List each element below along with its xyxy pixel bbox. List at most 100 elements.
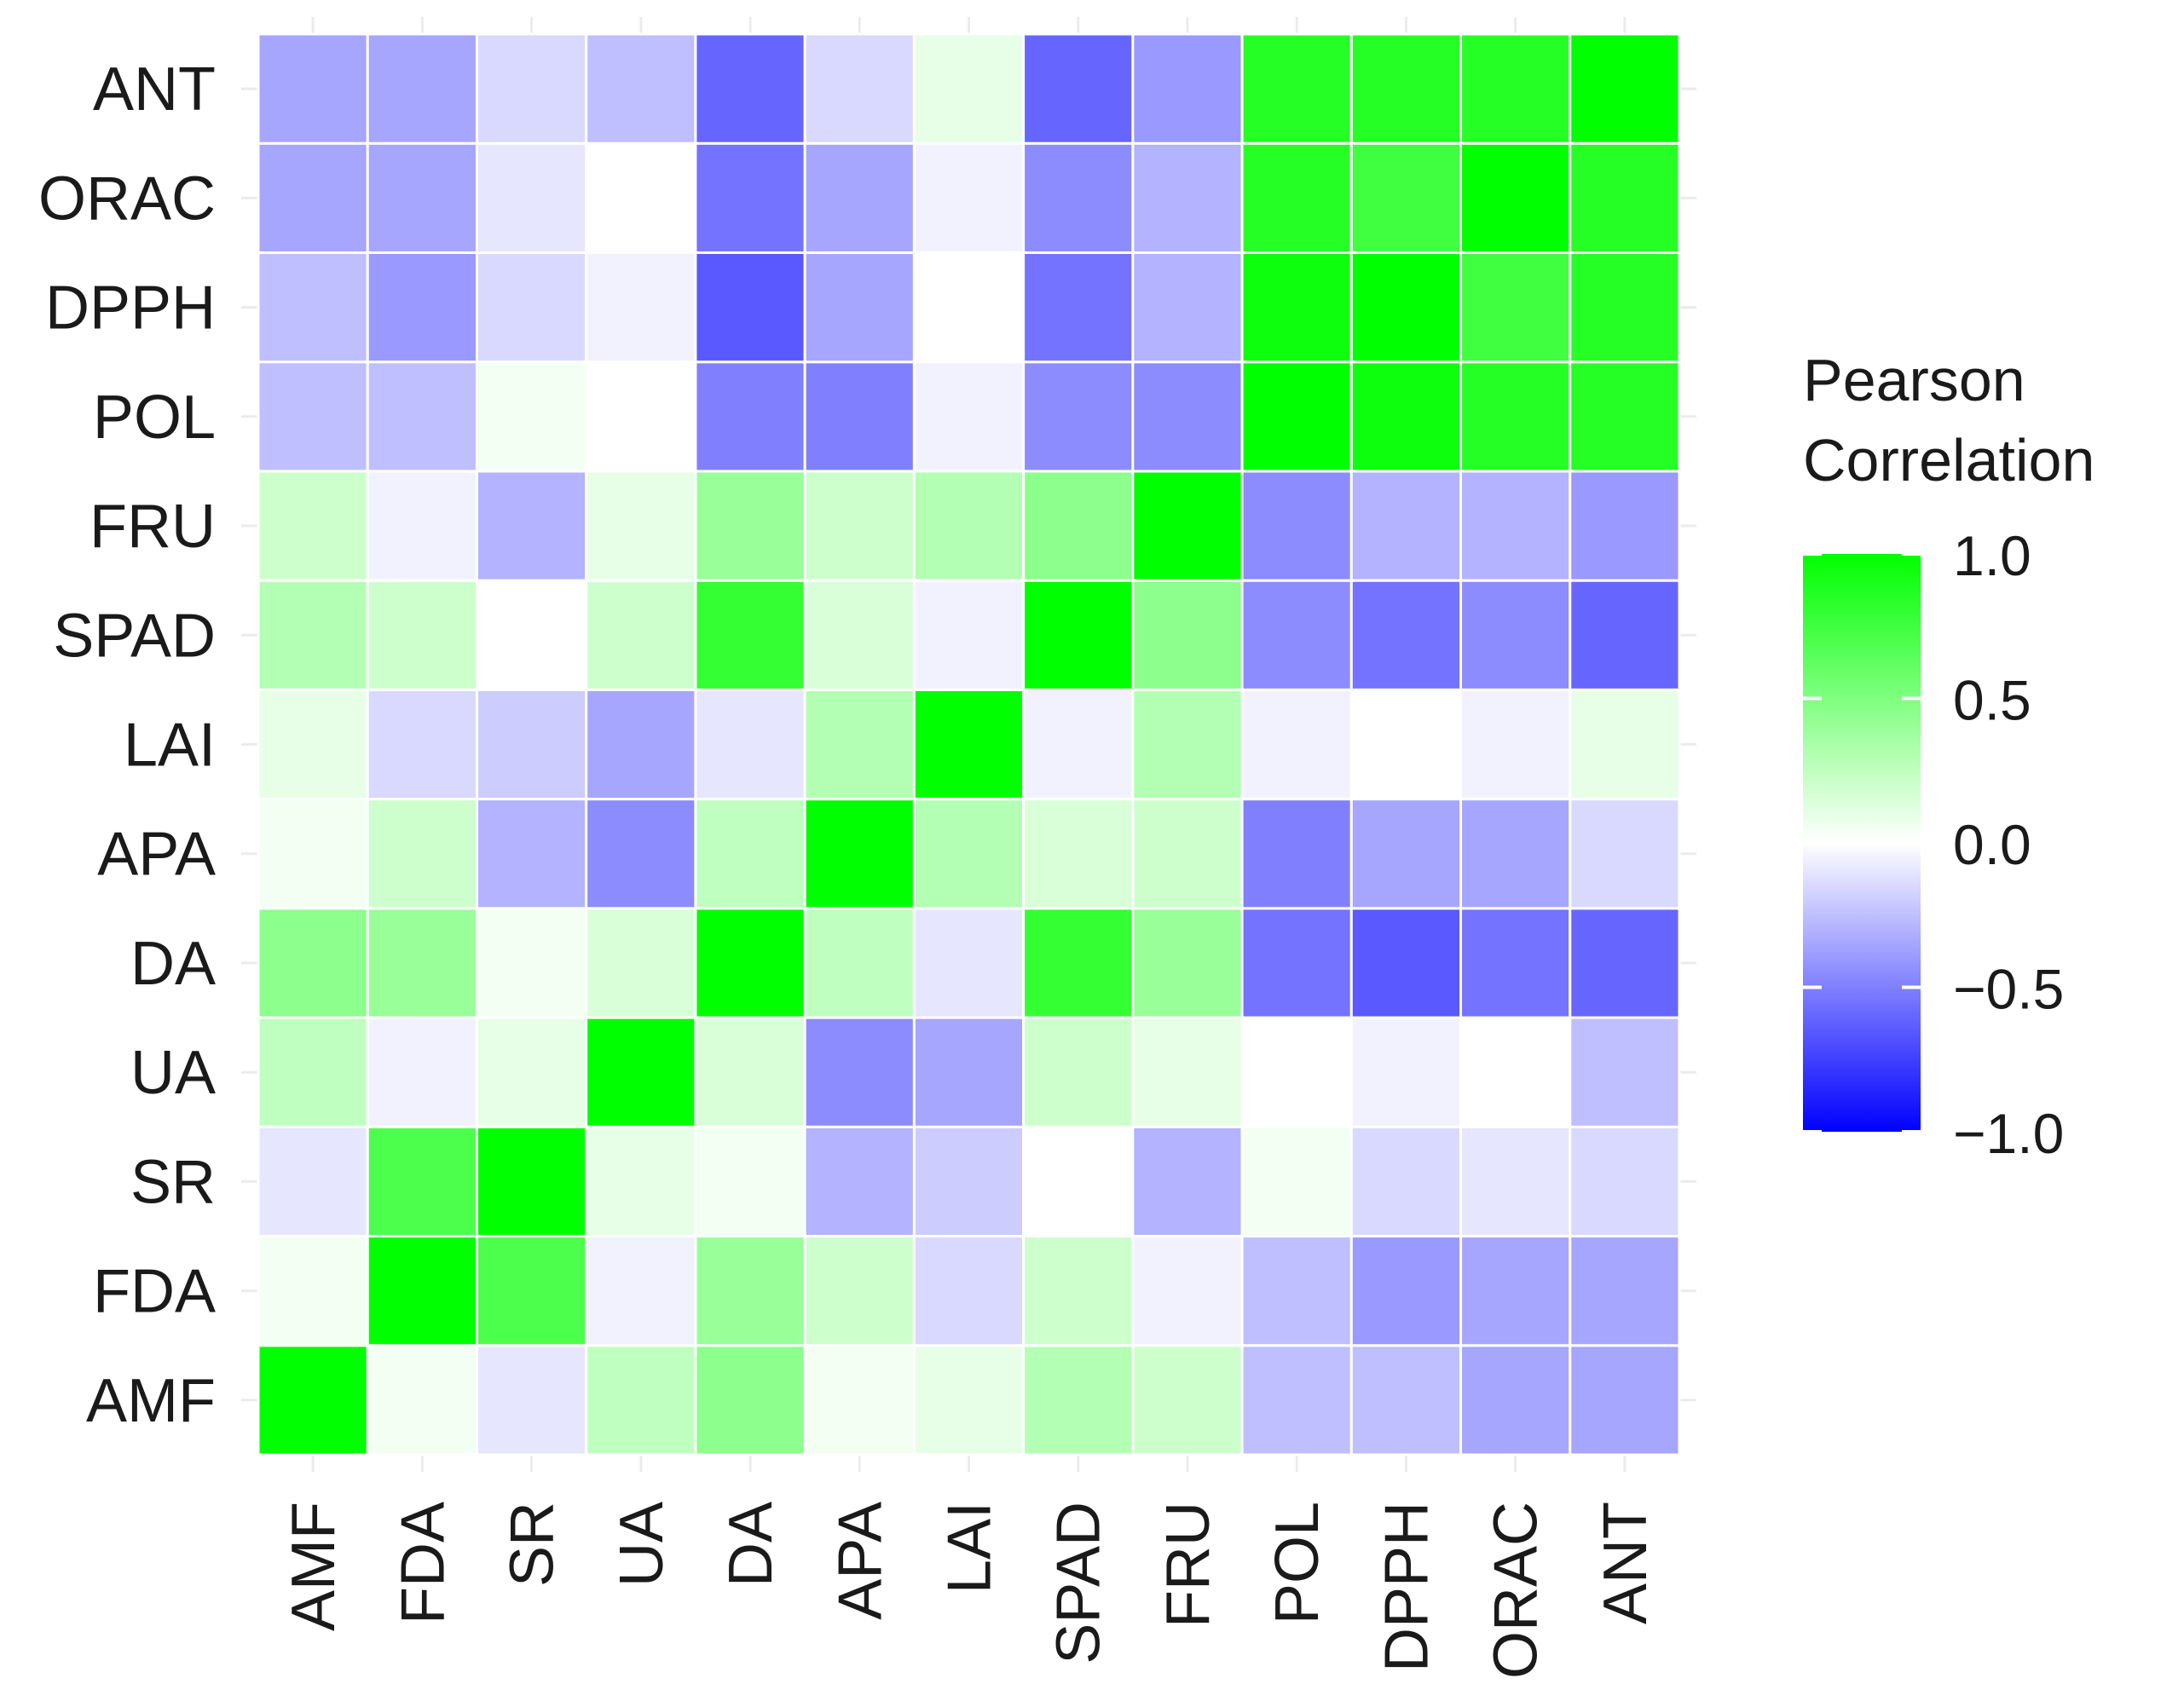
heatmap-cell-SR-FRU <box>1131 1125 1244 1238</box>
heatmap-cell-FRU-AMF <box>257 470 369 582</box>
heatmap-cell-SPAD-AMF <box>257 579 369 691</box>
legend-colorbar <box>1803 554 1921 1132</box>
x-tick-label-ANT: ANT <box>1592 1502 1660 1624</box>
heatmap-cell-FRU-ORAC <box>1459 470 1572 582</box>
color-legend: Pearson Correlation 1.0 0.5 0.0 −0.5 −1.0 <box>1803 347 2094 1165</box>
heatmap-cell-SR-UA <box>585 1125 697 1238</box>
heatmap-cell-APA-AMF <box>257 798 369 910</box>
heatmap-cell-FRU-SPAD <box>1022 470 1135 582</box>
heatmap-cell-LAI-SPAD <box>1022 688 1135 801</box>
heatmap-cell-ORAC-UA <box>585 141 697 254</box>
y-tick-label-POL: POL <box>93 383 216 452</box>
heatmap-cell-FRU-DA <box>694 470 806 582</box>
heatmap-cell-POL-SR <box>475 360 588 473</box>
heatmap-cell-FDA-APA <box>803 1235 916 1347</box>
heatmap-cell-DPPH-DPPH <box>1349 251 1463 364</box>
x-tick-label-ORAC: ORAC <box>1482 1502 1551 1679</box>
heatmap-cell-ORAC-SR <box>475 141 588 254</box>
heatmap-cell-AMF-DPPH <box>1349 1344 1463 1456</box>
heatmap-cell-APA-SR <box>475 798 588 910</box>
heatmap-cell-SR-DPPH <box>1349 1125 1463 1238</box>
heatmap-cell-FDA-FDA <box>366 1235 478 1347</box>
heatmap-cell-LAI-SR <box>475 688 588 801</box>
heatmap-cell-ORAC-DA <box>694 141 806 254</box>
heatmap-cell-SPAD-SR <box>475 579 588 691</box>
heatmap-cell-DA-APA <box>803 907 916 1019</box>
heatmap-cell-ANT-SR <box>475 32 588 145</box>
heatmap-cell-DPPH-ANT <box>1569 251 1681 364</box>
y-tick-label-SPAD: SPAD <box>53 602 216 670</box>
heatmap-cell-ORAC-LAI <box>912 141 1026 254</box>
heatmap-cell-POL-POL <box>1240 360 1353 473</box>
heatmap-cell-AMF-ORAC <box>1459 1344 1572 1456</box>
x-tick-label-LAI: LAI <box>936 1502 1004 1594</box>
heatmap-cell-SR-POL <box>1240 1125 1353 1238</box>
heatmap-cell-DPPH-DA <box>694 251 806 364</box>
heatmap-cell-ANT-SPAD <box>1022 32 1135 145</box>
heatmap-cell-LAI-POL <box>1240 688 1353 801</box>
x-tick-label-APA: APA <box>826 1502 894 1620</box>
heatmap-cell-UA-DA <box>694 1016 806 1128</box>
y-tick-label-ANT: ANT <box>93 55 216 124</box>
heatmap-cell-AMF-APA <box>803 1344 916 1456</box>
heatmap-cell-FRU-POL <box>1240 470 1353 582</box>
heatmap-cell-DA-DA <box>694 907 806 1019</box>
heatmap-cell-FDA-POL <box>1240 1235 1353 1347</box>
heatmap-cell-SR-LAI <box>912 1125 1026 1238</box>
heatmap-cell-UA-APA <box>803 1016 916 1128</box>
heatmap-cell-AMF-ANT <box>1569 1344 1681 1456</box>
heatmap-cell-FDA-ANT <box>1569 1235 1681 1347</box>
heatmap-cell-DPPH-LAI <box>912 251 1026 364</box>
heatmap-cell-SR-DA <box>694 1125 806 1238</box>
heatmap-cell-UA-ORAC <box>1459 1016 1572 1128</box>
y-tick-label-DA: DA <box>130 930 216 998</box>
heatmap-cell-POL-ORAC <box>1459 360 1572 473</box>
heatmap-cell-ANT-LAI <box>912 32 1026 145</box>
heatmap-cell-FDA-AMF <box>257 1235 369 1347</box>
heatmap-cell-POL-UA <box>585 360 697 473</box>
heatmap-cell-SR-AMF <box>257 1125 369 1238</box>
heatmap-cell-ANT-FDA <box>366 32 478 145</box>
heatmap-cell-LAI-ANT <box>1569 688 1681 801</box>
heatmap-cell-DA-FRU <box>1131 907 1244 1019</box>
heatmap-cell-DPPH-SPAD <box>1022 251 1135 364</box>
heatmap-cell-FDA-SR <box>475 1235 588 1347</box>
heatmap-cell-SR-ANT <box>1569 1125 1681 1238</box>
heatmap-cell-ANT-FRU <box>1131 32 1244 145</box>
heatmap-cell-DA-AMF <box>257 907 369 1019</box>
heatmap-cell-POL-SPAD <box>1022 360 1135 473</box>
heatmap-cell-DA-LAI <box>912 907 1026 1019</box>
heatmap-cell-FDA-ORAC <box>1459 1235 1572 1347</box>
heatmap-cell-SPAD-DPPH <box>1349 579 1463 691</box>
x-tick-label-POL: POL <box>1263 1502 1332 1624</box>
y-tick-label-ORAC: ORAC <box>38 164 216 233</box>
heatmap-cell-APA-FRU <box>1131 798 1244 910</box>
heatmap-cell-APA-LAI <box>912 798 1026 910</box>
heatmap-cell-UA-SR <box>475 1016 588 1128</box>
heatmap-cell-ORAC-ORAC <box>1459 141 1572 254</box>
heatmap-cell-LAI-AMF <box>257 688 369 801</box>
heatmap-cell-LAI-ORAC <box>1459 688 1572 801</box>
heatmap-cell-AMF-AMF <box>257 1344 369 1456</box>
heatmap-cell-POL-ANT <box>1569 360 1681 473</box>
heatmap-cell-FRU-SR <box>475 470 588 582</box>
heatmap-cell-FRU-FDA <box>366 470 478 582</box>
heatmap-cell-UA-AMF <box>257 1016 369 1128</box>
y-tick-label-UA: UA <box>130 1039 216 1107</box>
heatmap-cell-POL-FDA <box>366 360 478 473</box>
heatmap-cell-ORAC-SPAD <box>1022 141 1135 254</box>
heatmap-cell-AMF-FRU <box>1131 1344 1244 1456</box>
heatmap-cell-ANT-UA <box>585 32 697 145</box>
heatmap-cell-APA-FDA <box>366 798 478 910</box>
heatmap-cell-DA-DPPH <box>1349 907 1463 1019</box>
heatmap-cell-APA-POL <box>1240 798 1353 910</box>
heatmap-cell-ANT-ORAC <box>1459 32 1572 145</box>
y-tick-label-AMF: AMF <box>86 1367 216 1435</box>
heatmap-cell-DA-ORAC <box>1459 907 1572 1019</box>
heatmap-cell-SPAD-FRU <box>1131 579 1244 691</box>
heatmap-cell-DPPH-ORAC <box>1459 251 1572 364</box>
heatmap-cell-FRU-APA <box>803 470 916 582</box>
heatmap-cell-SPAD-LAI <box>912 579 1026 691</box>
heatmap-cell-ORAC-ANT <box>1569 141 1681 254</box>
heatmap-cell-UA-LAI <box>912 1016 1026 1128</box>
